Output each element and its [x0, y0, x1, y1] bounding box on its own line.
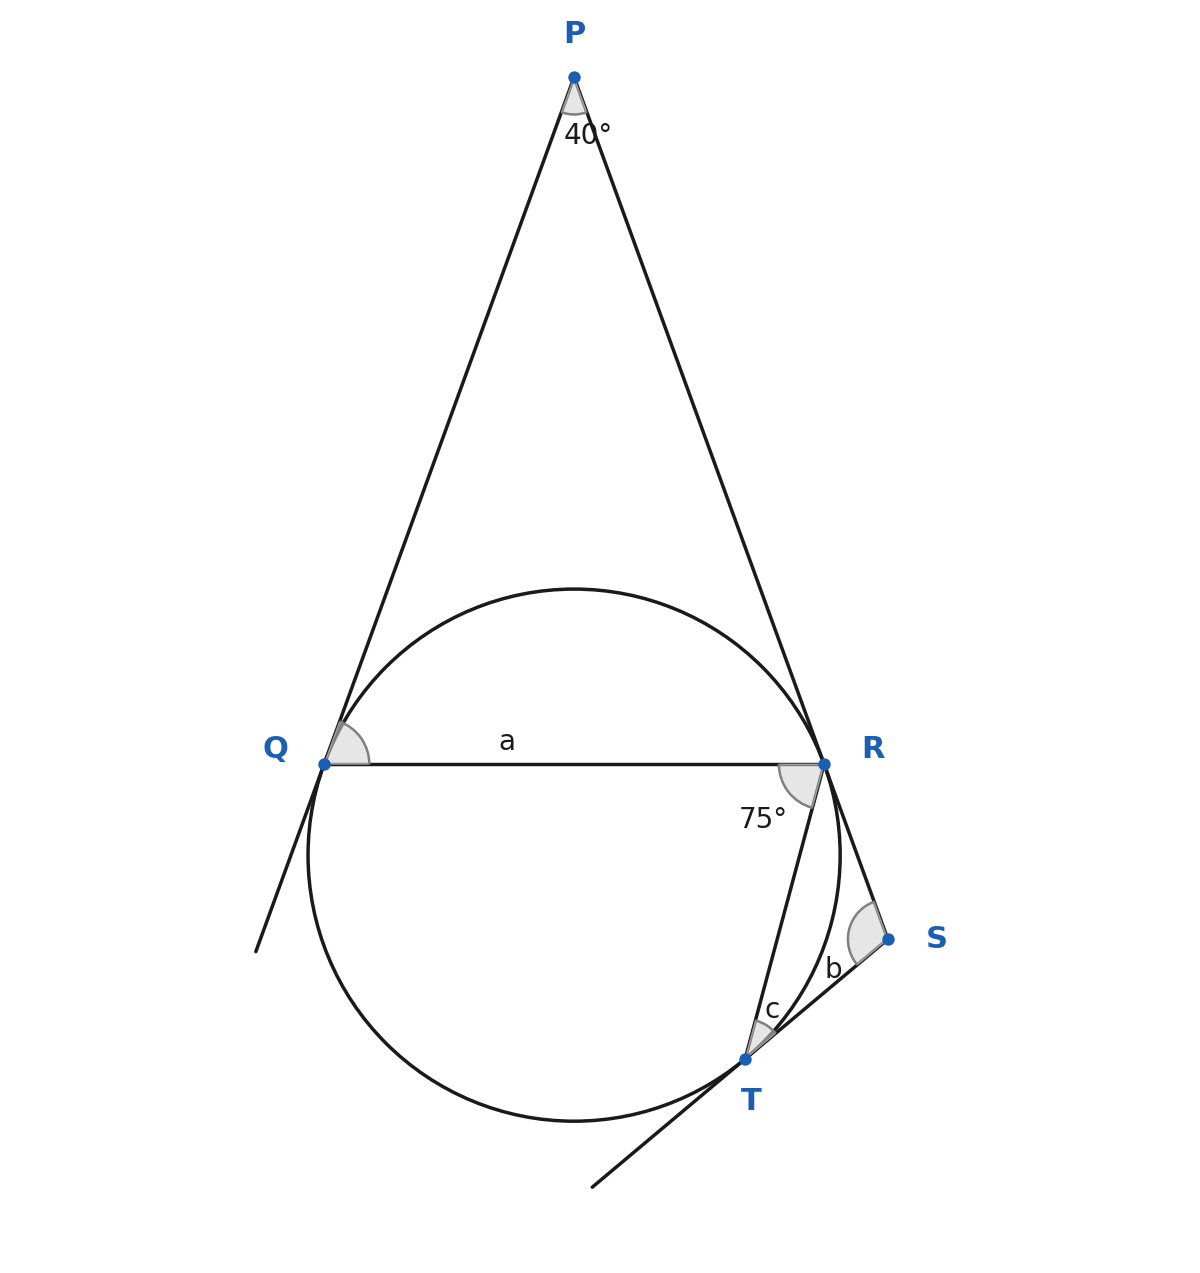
- Point: [564, 67, 583, 88]
- Point: [815, 754, 834, 774]
- Text: b: b: [824, 956, 842, 984]
- Text: T: T: [740, 1087, 762, 1116]
- Text: Q: Q: [263, 735, 288, 764]
- Point: [878, 929, 898, 950]
- Polygon shape: [848, 901, 888, 965]
- Polygon shape: [779, 764, 824, 808]
- Text: P: P: [563, 20, 586, 50]
- Polygon shape: [324, 722, 370, 764]
- Text: S: S: [925, 924, 948, 953]
- Text: c: c: [764, 997, 780, 1025]
- Text: 40°: 40°: [564, 122, 613, 150]
- Text: a: a: [499, 728, 516, 756]
- Point: [736, 1049, 755, 1069]
- Text: 75°: 75°: [739, 806, 787, 834]
- Polygon shape: [745, 1021, 775, 1059]
- Text: R: R: [862, 735, 884, 764]
- Point: [314, 754, 334, 774]
- Polygon shape: [562, 78, 587, 115]
